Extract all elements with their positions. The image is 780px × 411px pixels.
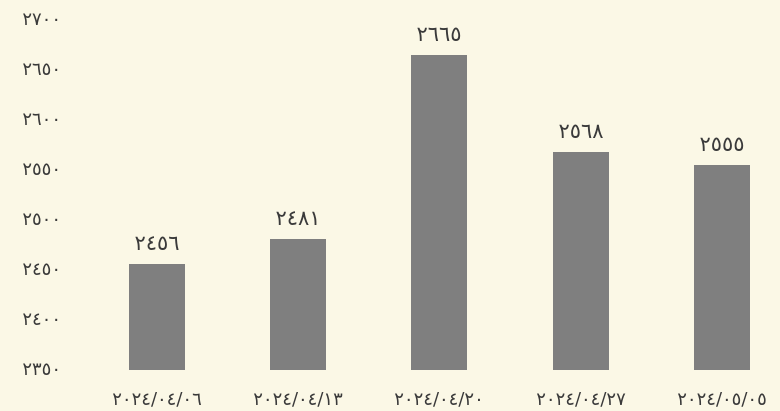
data-labels: ۲٤٥٦ ۲٤٨١ ۲٦٦٥ ۲٥٦٨ ۲٥٥٥ <box>134 22 744 255</box>
y-tick-label: ۲٥۰۰ <box>22 209 61 230</box>
data-label: ۲٥٦٨ <box>558 119 603 143</box>
x-tick-label: ۲۰۲٤/۰٤/۲۷ <box>536 389 626 410</box>
y-axis: ۲۳٥۰ ۲٤۰۰ ۲٤٥۰ ۲٥۰۰ ۲٥٥۰ ۲٦۰۰ ۲٦٥۰ ۲۷۰۰ <box>22 9 61 380</box>
bars <box>129 55 750 370</box>
y-tick-label: ۲٤۰۰ <box>22 309 61 330</box>
data-label: ۲٥٥٥ <box>699 132 744 156</box>
y-tick-label: ۲٦٥۰ <box>22 59 61 80</box>
y-tick-label: ۲۷۰۰ <box>22 9 61 30</box>
x-tick-label: ۲۰۲٤/۰٤/۱۳ <box>253 389 343 410</box>
y-tick-label: ۲٤٥۰ <box>22 259 61 280</box>
bar <box>694 165 750 370</box>
bar <box>411 55 467 370</box>
x-tick-label: ۲۰۲٤/۰٥/۰٥ <box>677 389 767 410</box>
y-tick-label: ۲٦۰۰ <box>22 109 61 130</box>
x-tick-label: ۲۰۲٤/۰٤/۲۰ <box>394 389 484 410</box>
bar <box>553 152 609 370</box>
data-label: ۲٦٦٥ <box>416 22 461 46</box>
bar <box>270 239 326 370</box>
data-label: ۲٤٥٦ <box>134 231 179 255</box>
y-tick-label: ۲۳٥۰ <box>22 359 61 380</box>
bar <box>129 264 185 370</box>
x-tick-label: ۲۰۲٤/۰٤/۰٦ <box>112 389 202 410</box>
x-axis: ۲۰۲٤/۰٤/۰٦ ۲۰۲٤/۰٤/۱۳ ۲۰۲٤/۰٤/۲۰ ۲۰۲٤/۰٤/۲۷… <box>112 389 767 410</box>
data-label: ۲٤٨١ <box>275 206 320 230</box>
y-tick-label: ۲٥٥۰ <box>22 159 61 180</box>
